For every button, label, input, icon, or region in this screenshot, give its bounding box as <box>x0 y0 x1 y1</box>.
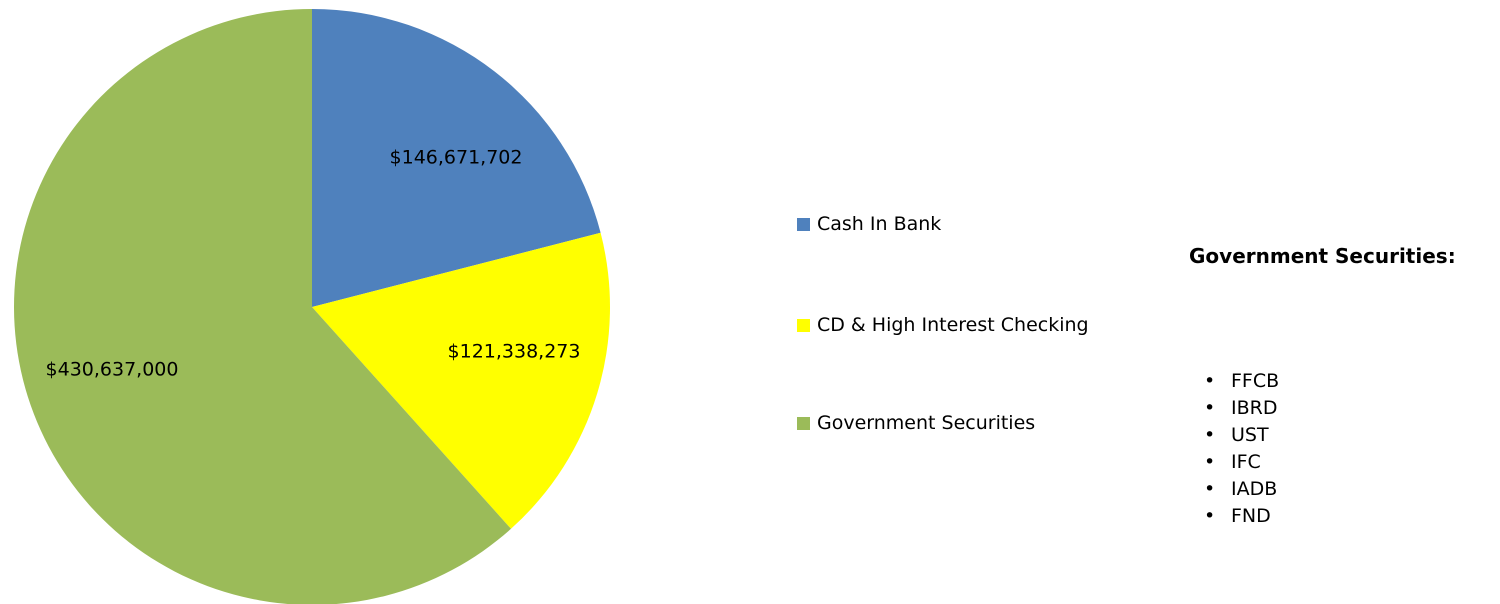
bullet-icon: • <box>1204 397 1216 419</box>
securities-item-label: IFC <box>1231 451 1261 473</box>
securities-item-label: FFCB <box>1231 370 1280 392</box>
bullet-icon: • <box>1204 370 1216 392</box>
securities-title: Government Securities: <box>1189 244 1456 268</box>
securities-list: • FFCB • IBRD • UST • IFC • IADB • FND <box>1189 368 1279 530</box>
securities-list-item: • IFC <box>1189 449 1279 476</box>
pie-slice-government-securities <box>14 9 512 604</box>
legend-label-cash-in-bank: Cash In Bank <box>817 213 942 235</box>
legend-item-cd-high-interest: CD & High Interest Checking <box>797 314 1089 336</box>
pie-slice-cd-high-interest-checking <box>312 232 610 529</box>
legend-swatch-cash-in-bank <box>797 217 810 231</box>
legend-item-government-securities: Government Securities <box>797 412 1035 434</box>
securities-list-item: • UST <box>1189 422 1279 449</box>
data-label-cash-in-bank: $146,671,702 <box>390 147 523 169</box>
securities-item-label: UST <box>1231 424 1269 446</box>
pie-slice-cash-in-bank <box>312 9 601 307</box>
securities-list-item: • FFCB <box>1189 368 1279 395</box>
data-label-cd-high-interest-checking: $121,338,273 <box>448 341 581 363</box>
legend-swatch-cd-high-interest <box>797 318 810 332</box>
bullet-icon: • <box>1204 478 1216 500</box>
legend-label-government-securities: Government Securities <box>817 412 1036 434</box>
bullet-icon: • <box>1204 451 1216 473</box>
securities-item-label: FND <box>1231 505 1271 527</box>
data-label-government-securities: $430,637,000 <box>46 359 179 381</box>
bullet-icon: • <box>1204 424 1216 446</box>
securities-item-label: IBRD <box>1231 397 1278 419</box>
legend-swatch-government-securities <box>797 416 810 430</box>
legend-item-cash-in-bank: Cash In Bank <box>797 213 941 235</box>
securities-item-label: IADB <box>1231 478 1278 500</box>
bullet-icon: • <box>1204 505 1216 527</box>
pie-chart: $146,671,702 $121,338,273 $430,637,000 <box>14 9 610 604</box>
securities-list-item: • IADB <box>1189 476 1279 503</box>
securities-list-item: • FND <box>1189 503 1279 530</box>
securities-list-item: • IBRD <box>1189 395 1279 422</box>
legend-label-cd-high-interest: CD & High Interest Checking <box>817 314 1089 336</box>
securities-panel: Government Securities: • FFCB • IBRD • UST … <box>1189 244 1489 527</box>
